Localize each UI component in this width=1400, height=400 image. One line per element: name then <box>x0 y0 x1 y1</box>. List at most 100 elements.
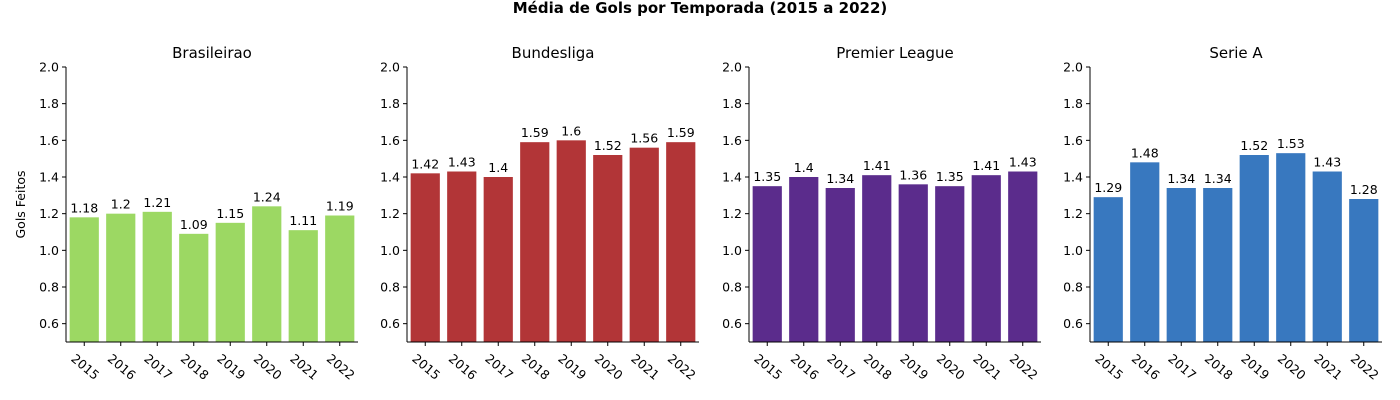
x-tick-label: 2018 <box>1202 351 1236 383</box>
x-tick-label: 2020 <box>592 351 626 383</box>
bar <box>106 213 136 342</box>
data-label: 1.34 <box>826 171 854 186</box>
y-tick-label: 1.6 <box>380 133 400 148</box>
x-tick-label: 2019 <box>1238 351 1272 383</box>
panel-title: Serie A <box>1209 44 1263 62</box>
y-tick-label: 1.2 <box>380 206 400 221</box>
y-tick-label: 1.4 <box>1063 170 1083 185</box>
data-label: 1.24 <box>253 189 281 204</box>
x-tick-label: 2019 <box>897 351 931 383</box>
bar <box>862 175 892 342</box>
data-label: 1.52 <box>1240 138 1268 153</box>
data-label: 1.48 <box>1131 145 1159 160</box>
x-tick-label: 2017 <box>482 351 516 383</box>
bar <box>752 186 782 342</box>
x-tick-label: 2015 <box>68 351 102 383</box>
y-tick-label: 0.8 <box>380 280 400 295</box>
bar <box>1276 153 1306 342</box>
x-tick-label: 2016 <box>788 351 822 383</box>
bar <box>789 177 819 342</box>
data-label: 1.42 <box>411 156 439 171</box>
x-tick-label: 2022 <box>1007 351 1041 383</box>
y-tick-label: 0.6 <box>39 316 59 331</box>
y-tick-label: 1.2 <box>39 206 59 221</box>
y-tick-label: 1.0 <box>1063 243 1083 258</box>
data-label: 1.56 <box>630 131 658 146</box>
y-tick-label: 0.8 <box>722 280 742 295</box>
data-label: 1.52 <box>594 138 622 153</box>
x-tick-label: 2022 <box>1348 351 1382 383</box>
data-label: 1.41 <box>863 158 891 173</box>
x-tick-label: 2016 <box>105 351 139 383</box>
bar <box>69 217 99 342</box>
data-label: 1.35 <box>936 169 964 184</box>
x-tick-label: 2022 <box>324 351 358 383</box>
bar <box>410 173 440 342</box>
data-label: 1.34 <box>1204 171 1232 186</box>
data-label: 1.11 <box>289 213 317 228</box>
bar <box>666 142 696 342</box>
y-tick-label: 1.4 <box>39 170 59 185</box>
x-tick-label: 2017 <box>1165 351 1199 383</box>
data-label: 1.43 <box>448 155 476 170</box>
data-label: 1.43 <box>1313 155 1341 170</box>
bar <box>1203 188 1233 342</box>
data-label: 1.18 <box>70 200 98 215</box>
chart-panel-2: Bundesliga 1.42 2015 1.43 2016 1.4 2017 1.59 201… <box>380 44 699 383</box>
bar <box>1130 162 1160 342</box>
bar <box>1239 155 1269 342</box>
bar <box>1008 171 1038 342</box>
panel-title: Premier League <box>836 44 954 62</box>
y-tick-label: 1.6 <box>1063 133 1083 148</box>
data-label: 1.28 <box>1350 182 1378 197</box>
y-tick-label: 0.6 <box>722 316 742 331</box>
bar <box>215 222 245 342</box>
y-tick-label: 0.6 <box>380 316 400 331</box>
y-tick-label: 0.6 <box>1063 316 1083 331</box>
bar <box>825 188 855 342</box>
y-tick-label: 1.8 <box>380 96 400 111</box>
bar <box>252 206 282 342</box>
bar <box>325 215 355 342</box>
x-tick-label: 2018 <box>861 351 895 383</box>
x-tick-label: 2020 <box>251 351 285 383</box>
bar <box>142 211 172 342</box>
data-label: 1.15 <box>216 206 244 221</box>
x-tick-label: 2016 <box>446 351 480 383</box>
bar <box>1312 171 1342 342</box>
data-label: 1.59 <box>521 125 549 140</box>
bar <box>935 186 965 342</box>
data-label: 1.19 <box>326 199 354 214</box>
data-label: 1.36 <box>899 167 927 182</box>
chart-panel-4: Serie A 1.29 2015 1.48 2016 1.34 2017 1.34 2018 1… <box>1063 44 1382 383</box>
figure-title: Média de Gols por Temporada (2015 a 2022… <box>513 0 888 17</box>
bar <box>593 155 623 342</box>
x-tick-label: 2018 <box>519 351 553 383</box>
y-tick-label: 1.2 <box>722 206 742 221</box>
y-tick-label: 1.8 <box>1063 96 1083 111</box>
bar <box>971 175 1001 342</box>
y-tick-label: 1.4 <box>722 170 742 185</box>
x-tick-label: 2021 <box>1311 351 1345 383</box>
x-tick-label: 2021 <box>970 351 1004 383</box>
data-label: 1.35 <box>753 169 781 184</box>
bar <box>520 142 550 342</box>
data-label: 1.43 <box>1009 155 1037 170</box>
data-label: 1.6 <box>561 123 581 138</box>
y-tick-label: 1.0 <box>39 243 59 258</box>
y-tick-label: 0.8 <box>39 280 59 295</box>
x-tick-label: 2019 <box>555 351 589 383</box>
y-tick-label: 2.0 <box>39 60 59 75</box>
x-tick-label: 2015 <box>1092 351 1126 383</box>
x-tick-label: 2017 <box>141 351 175 383</box>
x-tick-label: 2016 <box>1129 351 1163 383</box>
bar <box>629 147 659 342</box>
data-label: 1.59 <box>667 125 695 140</box>
bar <box>1349 199 1379 342</box>
y-tick-label: 1.0 <box>722 243 742 258</box>
y-tick-label: 1.6 <box>722 133 742 148</box>
x-tick-label: 2021 <box>287 351 321 383</box>
y-tick-label: 1.2 <box>1063 206 1083 221</box>
chart-panel-1: Brasileirao Gols Feitos 1.18 2015 1.2 2016 1.2… <box>13 44 358 383</box>
bar <box>898 184 928 342</box>
